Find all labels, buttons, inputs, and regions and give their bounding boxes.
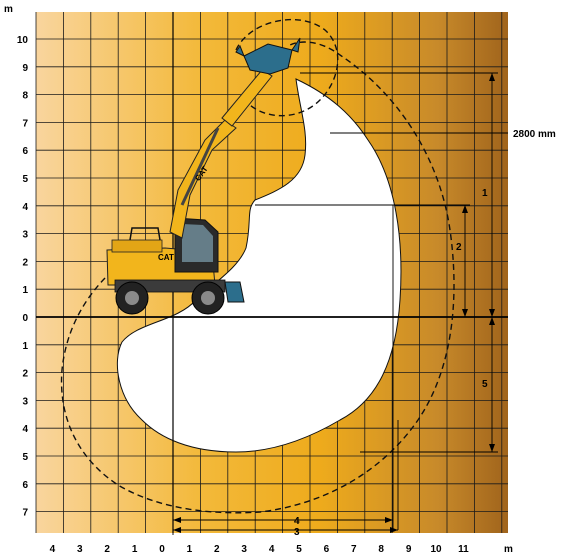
y-tick-label: 8: [22, 91, 28, 102]
x-tick-label: 2: [214, 544, 220, 555]
x-tick-label: 3: [241, 544, 247, 555]
bucket-teeth: [235, 37, 301, 58]
dimension-label-3: 3: [294, 527, 300, 538]
x-tick-label: 10: [430, 544, 442, 555]
y-tick-label: 3: [22, 396, 28, 407]
y-tick-label: 3: [22, 230, 28, 241]
x-tick-label: 1: [187, 544, 193, 555]
excavator-illustration: CAT CAT: [106, 37, 301, 315]
x-tick-label: 9: [406, 544, 412, 555]
dimension-label-2: 2: [456, 242, 462, 253]
x-tick-label: 0: [159, 544, 165, 555]
dimension-label-4: 4: [294, 516, 300, 527]
y-tick-label: 0: [22, 313, 28, 324]
y-tick-label: 5: [22, 174, 28, 185]
y-tick-label: 6: [22, 146, 28, 157]
x-tick-label: 6: [324, 544, 330, 555]
x-axis-tick-labels: 4 3 2 1 0 1 2 3 4 5 6 7 8 9 10 11: [50, 544, 470, 555]
x-tick-label: 8: [378, 544, 384, 555]
y-tick-label: 10: [17, 35, 29, 46]
dimension-arrows: [173, 73, 495, 533]
bucket: [243, 43, 293, 75]
x-tick-label: 1: [132, 544, 138, 555]
y-tick-label: 1: [22, 341, 28, 352]
y-tick-label: 7: [22, 508, 28, 519]
y-tick-label: 9: [22, 63, 28, 74]
y-tick-label: 7: [22, 118, 28, 129]
x-tick-label: 5: [296, 544, 302, 555]
dozer-blade: [224, 281, 245, 303]
y-tick-label: 4: [22, 202, 28, 213]
dimension-label-5: 5: [482, 379, 488, 390]
y-tick-label: 5: [22, 452, 28, 463]
reach-height-label: 2800 mm: [513, 129, 556, 140]
engine-cover: [111, 239, 163, 253]
y-tick-label: 4: [22, 424, 28, 435]
boom: [169, 119, 237, 239]
x-tick-label: 11: [458, 544, 469, 555]
y-tick-label: 2: [22, 257, 28, 268]
y-tick-label: 1: [22, 285, 28, 296]
dimension-lines: [172, 72, 508, 535]
x-tick-label: 4: [269, 544, 275, 555]
stick: [221, 69, 273, 127]
x-tick-label: 7: [351, 544, 357, 555]
wheel-front-hub: [201, 291, 215, 305]
x-tick-label: 4: [50, 544, 56, 555]
guard-rail: [129, 227, 161, 241]
y-tick-label: 2: [22, 369, 28, 380]
x-axis-unit: m: [504, 544, 513, 555]
cab-window: [182, 224, 213, 262]
wheel-rear-hub: [125, 291, 139, 305]
x-tick-label: 3: [77, 544, 83, 555]
outer-reach-dashed-curve: [60, 41, 455, 514]
cab-brand-logo: CAT: [158, 253, 174, 262]
y-axis-unit: m: [4, 4, 13, 15]
reach-envelope: [116, 78, 402, 453]
x-tick-label: 2: [104, 544, 110, 555]
y-tick-label: 6: [22, 480, 28, 491]
dimension-label-1: 1: [482, 188, 488, 199]
hydraulic-cylinder: [180, 127, 220, 206]
